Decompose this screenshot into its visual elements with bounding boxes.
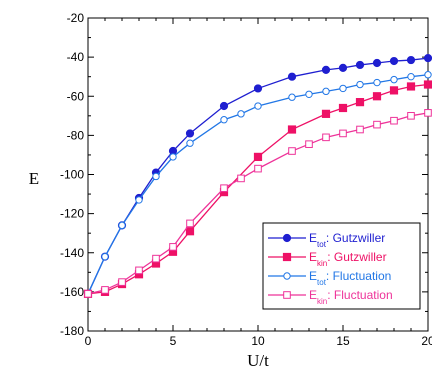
legend-item-2: Ekin: Gutzwiller bbox=[268, 250, 387, 268]
y-tick-label: -20 bbox=[67, 11, 85, 25]
data-point bbox=[389, 86, 399, 95]
data-point bbox=[355, 60, 365, 70]
data-point bbox=[152, 254, 160, 263]
data-point bbox=[407, 72, 415, 81]
legend-label: Etot: Fluctuation bbox=[309, 269, 391, 287]
legend-label: Ekin: Gutzwiller bbox=[309, 250, 387, 268]
y-tick-label: -40 bbox=[67, 50, 85, 64]
data-point bbox=[288, 147, 296, 155]
data-point bbox=[424, 109, 432, 117]
y-tick-label: -100 bbox=[60, 168, 84, 182]
y-tick-label: -60 bbox=[67, 89, 85, 103]
y-axis-title: E bbox=[29, 169, 39, 188]
y-tick-label: -80 bbox=[67, 128, 85, 142]
legend-marker bbox=[282, 252, 292, 262]
data-point bbox=[406, 55, 416, 65]
legend-marker bbox=[283, 272, 291, 280]
legend-item-3: Etot: Fluctuation bbox=[268, 269, 391, 287]
series-layer bbox=[83, 54, 432, 298]
data-point bbox=[135, 266, 143, 275]
data-point bbox=[84, 290, 92, 298]
legend-item-1: Etot: Gutzwiller bbox=[268, 231, 385, 249]
data-point bbox=[390, 75, 398, 84]
data-point bbox=[389, 56, 399, 66]
y-tick-label: -180 bbox=[60, 324, 84, 338]
data-point bbox=[390, 116, 398, 125]
data-point bbox=[253, 84, 263, 93]
data-point bbox=[254, 164, 262, 173]
data-point bbox=[424, 71, 432, 79]
data-point bbox=[407, 112, 415, 120]
x-axis-title: U/t bbox=[247, 351, 269, 370]
data-point bbox=[322, 133, 330, 142]
data-point bbox=[152, 172, 160, 181]
data-point bbox=[101, 252, 109, 261]
legend-label: Etot: Gutzwiller bbox=[309, 231, 385, 249]
data-point bbox=[135, 196, 143, 204]
data-point bbox=[372, 58, 382, 68]
y-tick-label: -160 bbox=[60, 285, 84, 299]
data-point bbox=[305, 90, 313, 98]
y-tick-label: -120 bbox=[60, 207, 84, 221]
data-point bbox=[339, 129, 347, 138]
y-tick-label: -140 bbox=[60, 246, 84, 260]
data-point bbox=[185, 129, 195, 138]
data-point bbox=[101, 286, 109, 294]
data-point bbox=[373, 78, 381, 87]
data-point bbox=[355, 98, 365, 107]
data-point bbox=[406, 82, 416, 91]
data-point bbox=[169, 153, 177, 161]
data-point bbox=[220, 116, 228, 124]
series-3 bbox=[84, 71, 432, 298]
x-tick-label: 5 bbox=[170, 334, 177, 348]
data-point bbox=[321, 65, 331, 74]
series-4 bbox=[84, 109, 432, 298]
data-point bbox=[338, 63, 348, 72]
data-point bbox=[186, 219, 194, 228]
data-point bbox=[288, 93, 296, 101]
data-point bbox=[254, 102, 262, 110]
data-point bbox=[220, 184, 228, 192]
legend-label: Ekin: Fluctuation bbox=[309, 288, 393, 306]
data-point bbox=[423, 54, 432, 63]
data-point bbox=[287, 125, 297, 134]
x-tick-label: 20 bbox=[421, 334, 432, 348]
x-tick-label: 15 bbox=[336, 334, 350, 348]
data-point bbox=[118, 278, 126, 286]
data-point bbox=[372, 92, 382, 101]
data-point bbox=[237, 174, 245, 183]
data-point bbox=[321, 109, 331, 118]
data-point bbox=[118, 221, 126, 230]
data-point bbox=[287, 72, 297, 81]
data-point bbox=[305, 140, 313, 148]
x-tick-label: 0 bbox=[85, 334, 92, 348]
data-point bbox=[339, 84, 347, 93]
x-tick-label: 10 bbox=[251, 334, 265, 348]
data-point bbox=[219, 101, 229, 111]
legend-marker bbox=[283, 291, 291, 299]
data-point bbox=[253, 152, 263, 161]
legend-marker bbox=[282, 233, 292, 243]
data-point bbox=[338, 103, 348, 113]
data-point bbox=[186, 139, 194, 147]
data-point bbox=[373, 120, 381, 129]
data-point bbox=[185, 227, 195, 236]
axis-ticks: 0 5 10 15 20 -20 -40 -60 -80 -100 -120 -140 -160 -180 bbox=[60, 11, 432, 348]
data-point bbox=[356, 80, 364, 89]
data-point bbox=[322, 87, 330, 96]
data-point bbox=[169, 243, 177, 251]
legend-item-4: Ekin: Fluctuation bbox=[268, 288, 393, 306]
series-1 bbox=[83, 54, 432, 298]
data-point bbox=[423, 80, 432, 89]
data-point bbox=[237, 110, 245, 118]
data-point bbox=[356, 125, 364, 134]
